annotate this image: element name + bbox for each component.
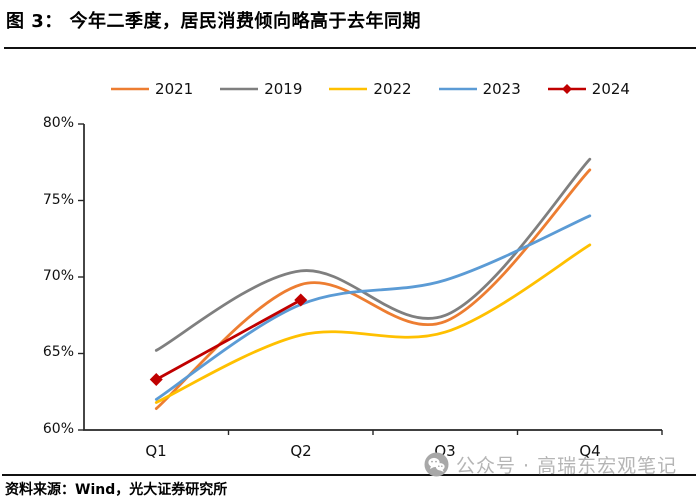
legend-label: 2022 (373, 80, 412, 98)
legend-label: 2021 (155, 80, 194, 98)
legend-line-diamond-icon (547, 84, 586, 94)
legend-label: 2019 (264, 80, 303, 98)
y-axis-tick-label: 75% (42, 192, 74, 208)
legend-item-2024: 2024 (547, 79, 630, 99)
legend-label: 2024 (591, 80, 630, 98)
y-axis-tick-label: 80% (42, 115, 74, 131)
series-marker-2024 (294, 293, 308, 307)
legend-item-2021: 2021 (110, 79, 193, 99)
watermark-text: 公众号 · 高瑞东宏观笔记 (456, 455, 678, 477)
x-axis-tick-label: Q1 (145, 442, 167, 460)
x-axis-tick-label: Q4 (579, 442, 601, 460)
legend-item-2019: 2019 (219, 79, 302, 99)
chart-legend: 2021 2019 2022 2023 2024 (40, 78, 700, 100)
source-note: 资料来源：Wind，光大证券研究所 (5, 482, 228, 498)
series-line-2019 (154, 157, 592, 352)
legend-line-icon (111, 87, 150, 91)
series-line-2024 (154, 298, 303, 381)
footer-divider (2, 474, 696, 476)
y-axis-tick-label: 70% (42, 268, 74, 284)
y-axis-tick-label: 65% (42, 344, 74, 360)
legend-item-2022: 2022 (328, 79, 412, 99)
y-axis-tick-label: 60% (42, 421, 74, 437)
legend-label: 2023 (482, 80, 521, 98)
legend-item-2023: 2023 (438, 79, 521, 99)
series-line-2023 (154, 214, 592, 401)
series-line-2022 (154, 243, 592, 404)
title-divider (4, 47, 696, 49)
legend-line-icon (438, 87, 477, 91)
x-axis-tick-label: Q2 (290, 442, 312, 460)
figure-title: 图 3： 今年二季度，居民消费倾向略高于去年同期 (6, 11, 422, 32)
wechat-icon (424, 452, 449, 477)
legend-line-icon (329, 87, 368, 91)
axis-lines (83, 124, 662, 431)
watermark: 公众号 · 高瑞东宏观笔记 (424, 451, 677, 478)
series-marker-2024 (149, 373, 163, 387)
legend-line-icon (220, 87, 259, 91)
